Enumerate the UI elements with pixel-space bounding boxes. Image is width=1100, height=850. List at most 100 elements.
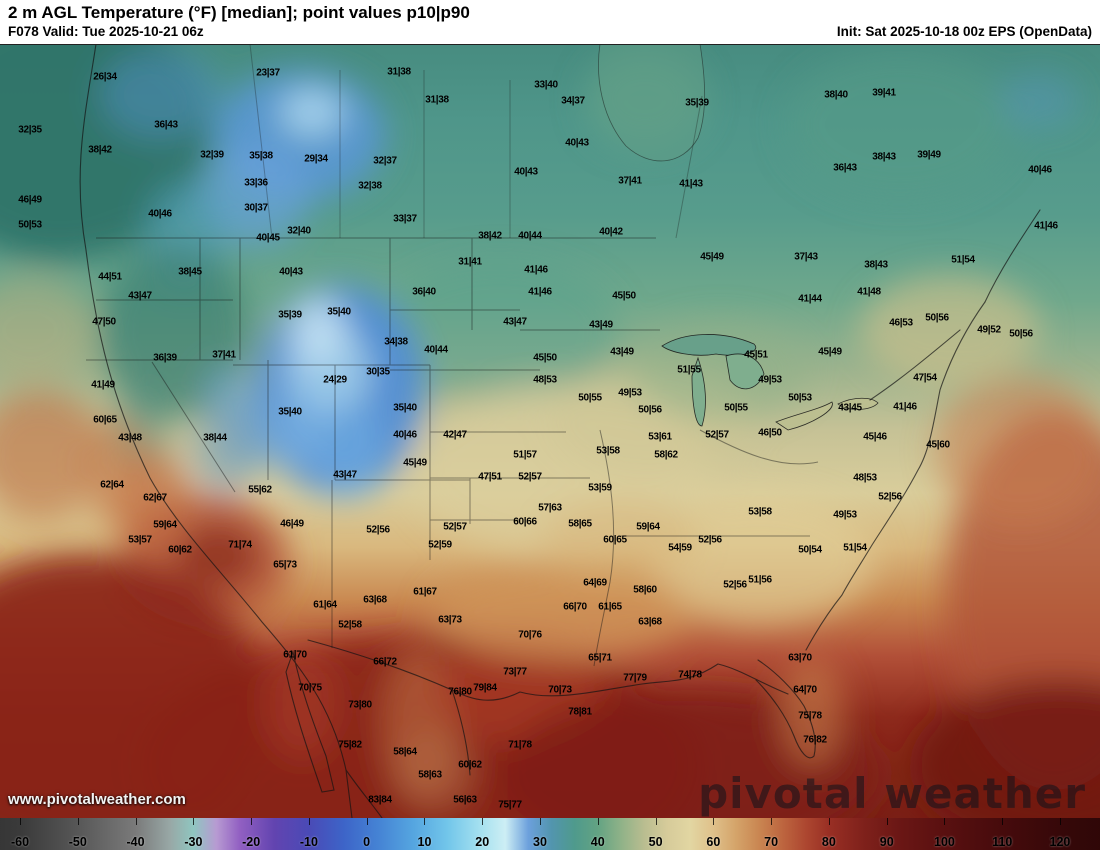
point-value: 58|65 [568,518,592,530]
point-value: 52|56 [723,579,747,591]
point-value: 45|49 [818,346,842,358]
colorbar-tick-label: 40 [590,835,605,849]
point-value: 50|55 [724,402,748,414]
point-value: 52|56 [878,491,902,503]
colorbar-tick [539,818,541,825]
colorbar-tick-label: 80 [821,835,836,849]
point-value: 50|55 [578,392,602,404]
site-url: www.pivotalweather.com [8,791,186,808]
point-value: 70|76 [518,629,542,641]
point-value: 33|40 [534,79,558,91]
colorbar-tick [886,818,888,825]
point-value: 65|71 [588,652,612,664]
point-value: 45|46 [863,431,887,443]
point-value: 60|65 [93,414,117,426]
point-value: 41|48 [857,286,881,298]
point-value: 32|38 [358,180,382,192]
point-value: 65|73 [273,559,297,571]
point-value: 45|50 [533,352,557,364]
colorbar-tick-label: 120 [1049,835,1071,849]
point-value: 30|35 [366,366,390,378]
point-value: 79|84 [473,682,497,694]
point-value: 50|56 [1009,328,1033,340]
point-value: 64|70 [793,684,817,696]
point-value: 70|75 [298,682,322,694]
point-value: 64|69 [583,577,607,589]
colorbar-tick [20,818,22,825]
point-value: 73|77 [503,666,527,678]
colorbar-tick [828,818,830,825]
temperature-field [0,44,1100,818]
point-value: 40|44 [424,344,448,356]
point-value: 76|82 [803,734,827,746]
point-value: 52|59 [428,539,452,551]
point-value: 46|49 [280,518,304,530]
province-borders [249,44,703,239]
colorbar-tick [1002,818,1004,825]
point-value: 37|41 [618,175,642,187]
point-value: 55|62 [248,484,272,496]
point-value: 26|34 [93,71,117,83]
point-value: 50|54 [798,544,822,556]
point-value: 50|53 [18,219,42,231]
map-point-layer: 26|34 23|37 31|38 31|38 33|40 34|37 35|39 38|40… [0,44,1100,818]
point-value: 73|80 [348,699,372,711]
colorbar-gradient [0,818,1100,850]
point-value: 38|42 [478,230,502,242]
point-value: 38|44 [203,432,227,444]
colorbar-tick [135,818,137,825]
colorbar-tick-label: -60 [10,835,30,849]
point-value: 48|53 [853,472,877,484]
colorbar-tick [366,818,368,825]
point-value: 35|39 [685,97,709,109]
colorbar-tick [771,818,773,825]
colorbar-tick-label: 10 [417,835,432,849]
point-value: 76|80 [448,686,472,698]
point-value: 33|36 [244,177,268,189]
point-value: 40|46 [1028,164,1052,176]
point-value: 41|46 [893,401,917,413]
colorbar: -60 -50 -40 -30 -20 -10 0 10 20 30 40 50 60 70 80 90 100… [0,818,1100,850]
point-value: 36|43 [154,119,178,131]
point-value: 34|37 [561,95,585,107]
point-value: 58|60 [633,584,657,596]
point-value: 63|68 [363,594,387,606]
point-value: 29|34 [304,153,328,165]
point-value: 63|68 [638,616,662,628]
colorbar-tick-label: 0 [363,835,371,849]
point-value: 45|49 [700,251,724,263]
colorbar-tick [482,818,484,825]
point-value: 36|39 [153,352,177,364]
point-value: 37|41 [212,349,236,361]
point-value: 35|40 [278,406,302,418]
point-value: 83|84 [368,794,392,806]
colorbar-tick-label: 30 [533,835,547,849]
point-value: 52|57 [443,521,467,533]
point-value: 47|50 [92,316,116,328]
colorbar-tick [1059,818,1061,825]
brand-watermark: pivotal weather [698,769,1086,818]
point-value: 62|64 [100,479,124,491]
point-value: 45|51 [744,349,768,361]
point-value: 40|45 [256,232,280,244]
point-value: 51|57 [513,449,537,461]
point-value: 40|42 [599,226,623,238]
point-value: 53|58 [748,506,772,518]
point-value: 56|63 [453,794,477,806]
point-value: 63|73 [438,614,462,626]
point-value: 51|54 [951,254,975,266]
point-value: 38|43 [864,259,888,271]
point-value: 47|51 [478,471,502,483]
colorbar-tick [251,818,253,825]
colorbar-tick-label: -30 [184,835,203,849]
point-value: 43|49 [589,319,613,331]
valid-time: F078 Valid: Tue 2025-10-21 06z [8,24,204,39]
point-value: 53|57 [128,534,152,546]
point-value: 32|35 [18,124,42,136]
point-value: 38|40 [824,89,848,101]
point-value: 58|62 [654,449,678,461]
colorbar-tick-label: 60 [706,835,721,849]
point-value: 77|79 [623,672,647,684]
colorbar-tick [597,818,599,825]
